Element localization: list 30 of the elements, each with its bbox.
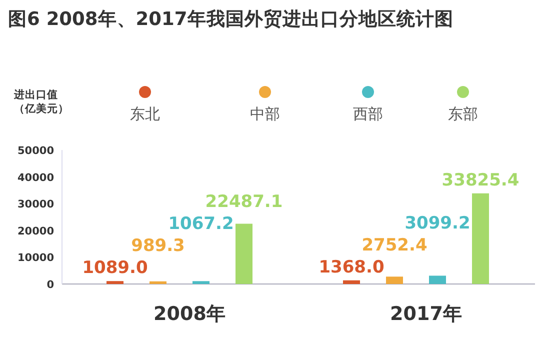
legend-label: 东部 bbox=[448, 105, 478, 123]
data-label: 3099.2 bbox=[404, 213, 470, 234]
data-label: 989.3 bbox=[131, 236, 185, 256]
data-label: 22487.1 bbox=[205, 192, 283, 212]
x-tick-label: 2017年 bbox=[390, 303, 462, 325]
y-axis-title: 进出口值（亿美元） bbox=[13, 88, 69, 115]
y-tick-label: 0 bbox=[46, 279, 54, 291]
y-tick-label: 10000 bbox=[17, 252, 54, 264]
chart-title: 图6 2008年、2017年我国外贸进出口分地区统计图 bbox=[8, 8, 454, 30]
y-tick-label: 30000 bbox=[17, 198, 54, 211]
bar bbox=[343, 280, 360, 284]
y-tick-label: 50000 bbox=[17, 145, 54, 157]
data-label: 1067.2 bbox=[168, 214, 234, 234]
y-tick-label: 40000 bbox=[17, 172, 54, 184]
data-label: 2752.4 bbox=[362, 235, 428, 256]
bar bbox=[106, 281, 124, 284]
bar bbox=[386, 276, 403, 284]
bar bbox=[236, 224, 252, 284]
bar bbox=[192, 281, 210, 284]
legend-label: 中部 bbox=[250, 105, 280, 123]
bar bbox=[429, 276, 446, 284]
bar bbox=[150, 281, 166, 284]
legend-label: 西部 bbox=[353, 105, 383, 123]
legend-label: 东北 bbox=[130, 105, 160, 123]
y-tick-label: 20000 bbox=[17, 225, 54, 238]
data-label: 1368.0 bbox=[318, 257, 384, 278]
bar bbox=[472, 193, 489, 284]
data-label: 33825.4 bbox=[442, 170, 520, 190]
x-tick-label: 2008年 bbox=[154, 303, 226, 325]
data-label: 1089.0 bbox=[82, 258, 148, 278]
